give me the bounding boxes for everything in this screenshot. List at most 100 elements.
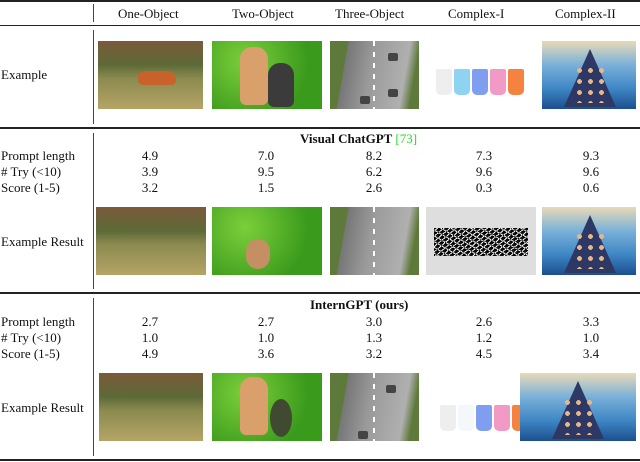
cell: 0.6 <box>582 180 600 195</box>
cup-white <box>436 69 452 95</box>
row-label-try: # Try (<10) <box>1 330 62 345</box>
row-label-try: # Try (<10) <box>1 164 62 179</box>
col-separator <box>93 133 94 289</box>
col-header-complex-i: Complex-I <box>448 6 505 21</box>
cell: 7.0 <box>257 148 275 163</box>
col-header-three-object: Three-Object <box>335 6 405 21</box>
cup-blue <box>472 69 488 95</box>
lane-marks <box>372 373 375 441</box>
cup-cyan <box>454 69 470 95</box>
cell: 8.2 <box>365 148 383 163</box>
cell: 4.9 <box>141 346 159 361</box>
noise-pattern <box>434 228 528 256</box>
example-image-complex-i <box>426 41 531 109</box>
lane-marks <box>372 41 375 109</box>
cell: 1.0 <box>141 330 159 345</box>
cell: 9.6 <box>475 164 493 179</box>
row-label-prompt-length: Prompt length <box>1 148 76 163</box>
blurred-region <box>270 399 292 437</box>
cell: 1.0 <box>582 330 600 345</box>
cell: 9.6 <box>582 164 600 179</box>
interngpt-result-complex-ii <box>520 373 636 441</box>
cat-orange <box>240 377 268 435</box>
section-title-visual-chatgpt: Visual ChatGPT [73] <box>300 131 417 147</box>
cell: 9.3 <box>582 148 600 163</box>
chatgpt-result-complex-i <box>426 207 536 275</box>
section-title-text: InternGPT (ours) <box>310 297 409 312</box>
cell: 0.3 <box>475 180 493 195</box>
cell: 7.3 <box>475 148 493 163</box>
cup-pink <box>494 405 510 431</box>
top-rule <box>0 0 640 2</box>
cell: 1.3 <box>365 330 383 345</box>
cell: 3.6 <box>257 346 275 361</box>
cup-orange <box>508 69 524 95</box>
cell: 3.4 <box>582 346 600 361</box>
cell: 3.2 <box>141 180 159 195</box>
cat-black <box>268 63 294 107</box>
cell: 2.6 <box>475 314 493 329</box>
interngpt-result-complex-i <box>426 373 536 441</box>
example-image-complex-ii <box>542 41 636 109</box>
col-separator <box>93 4 94 22</box>
col-separator <box>93 30 94 124</box>
dog-shape <box>138 71 176 85</box>
section-title-text: Visual ChatGPT <box>300 131 393 146</box>
cup-removed <box>458 405 474 431</box>
col-separator <box>93 298 94 456</box>
faces <box>574 65 606 103</box>
row-label-example-result: Example Result <box>1 234 84 249</box>
cup-pink <box>490 69 506 95</box>
lane-marks <box>372 207 375 275</box>
col-header-one-object: One-Object <box>118 6 179 21</box>
cell: 2.7 <box>141 314 159 329</box>
row-label-score: Score (1-5) <box>1 180 60 195</box>
example-image-three-object <box>330 41 419 109</box>
chatgpt-result-three-object <box>330 207 419 275</box>
car <box>388 53 398 61</box>
col-header-complex-ii: Complex-II <box>555 6 616 21</box>
cup-blue <box>476 405 492 431</box>
section-rule-2 <box>0 292 640 294</box>
cell: 4.5 <box>475 346 493 361</box>
car <box>360 96 370 104</box>
cell: 9.5 <box>257 164 275 179</box>
cell: 3.2 <box>365 346 383 361</box>
cell: 3.9 <box>141 164 159 179</box>
chatgpt-result-one-object <box>96 207 206 275</box>
cell: 3.0 <box>365 314 383 329</box>
car <box>358 431 368 439</box>
example-image-two-object <box>212 41 322 109</box>
cat-single <box>246 239 270 269</box>
col-header-two-object: Two-Object <box>232 6 294 21</box>
cell: 6.2 <box>365 164 383 179</box>
row-label-example-result: Example Result <box>1 400 84 415</box>
cell: 1.2 <box>475 330 493 345</box>
row-label-prompt-length: Prompt length <box>1 314 76 329</box>
car <box>388 89 398 97</box>
chatgpt-result-two-object <box>212 207 322 275</box>
interngpt-result-two-object <box>212 373 322 441</box>
interngpt-result-one-object <box>99 373 203 441</box>
cat-orange <box>240 47 268 105</box>
chatgpt-result-complex-ii <box>542 207 636 275</box>
citation-link[interactable]: [73] <box>395 131 418 146</box>
cell: 2.6 <box>365 180 383 195</box>
faces <box>574 231 606 269</box>
cell: 1.5 <box>257 180 275 195</box>
section-rule-1 <box>0 127 640 129</box>
cup-white <box>440 405 456 431</box>
interngpt-result-three-object <box>330 373 419 441</box>
car <box>386 385 396 393</box>
faces <box>562 397 594 435</box>
bottom-rule <box>0 459 640 461</box>
example-image-one-object <box>98 41 203 109</box>
row-label-example: Example <box>1 67 48 82</box>
cell: 1.0 <box>257 330 275 345</box>
cell: 4.9 <box>141 148 159 163</box>
header-rule <box>0 25 640 26</box>
cell: 2.7 <box>257 314 275 329</box>
cell: 3.3 <box>582 314 600 329</box>
section-title-interngpt: InternGPT (ours) <box>310 297 408 313</box>
row-label-score: Score (1-5) <box>1 346 60 361</box>
